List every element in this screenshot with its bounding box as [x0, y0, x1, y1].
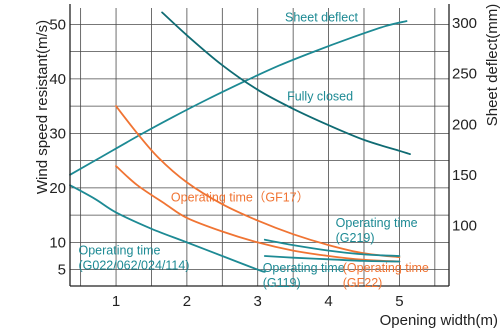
- y-axis-title: Wind speed resistant(m/s): [34, 20, 51, 194]
- series-annotation: Operating time（GF17）: [171, 191, 309, 205]
- series-line-3: [115, 105, 401, 258]
- y2-tick-label: 300: [452, 15, 477, 32]
- series-line-7: [69, 184, 266, 273]
- annotation-line: Operating time: [79, 243, 161, 257]
- annotation-line: Sheet deflect: [285, 11, 358, 25]
- tick-labels: 1 2 3 4 5 5 10 20 30 40 50 100 150 200 250 300: [49, 15, 477, 310]
- x-tick-label: 4: [324, 293, 332, 310]
- y2-axis-title: Sheet deflect(mm): [484, 4, 501, 127]
- annotation-line: Fully closed: [287, 90, 353, 104]
- y-tick-label: 30: [49, 125, 66, 142]
- annotation-line: (Operating time: [343, 261, 429, 275]
- annotation-line: (GF22): [343, 276, 383, 290]
- y-tick-label: 10: [49, 234, 66, 251]
- x-tick-label: 3: [254, 293, 262, 310]
- annotation-line: Operating time（GF17）: [171, 191, 309, 205]
- y-tick-label: 20: [49, 180, 66, 197]
- y2-tick-label: 150: [452, 167, 477, 184]
- y-tick-label: 40: [49, 71, 66, 88]
- x-tick-label: 1: [112, 293, 120, 310]
- series-line-5: [263, 238, 401, 257]
- series-line-4: [115, 165, 401, 263]
- y2-tick-label: 250: [452, 66, 477, 83]
- series-annotation: Operating time (G119): [263, 261, 345, 290]
- series-annotation: Fully closed: [287, 90, 353, 104]
- series-annotation: Operating time (G022/062/024/114): [79, 243, 190, 272]
- x-axis-title: Opening width(m): [380, 312, 498, 329]
- y-tick-label: 5: [58, 262, 66, 279]
- x-tick-label: 2: [183, 293, 191, 310]
- series-annotation: Sheet deflect: [285, 11, 358, 25]
- y2-tick-label: 200: [452, 116, 477, 133]
- series-line-2: [161, 11, 411, 155]
- series-annotation: (Operating time (GF22): [343, 261, 429, 290]
- annotation-line: Operating time: [263, 261, 345, 275]
- annotation-line: (G022/062/024/114): [79, 258, 190, 272]
- annotation-line: (G119): [263, 276, 301, 290]
- annotations: Sheet deflect Fully closed Operating time（…: [79, 11, 429, 290]
- series-lines: [69, 11, 411, 273]
- series-line-6: [263, 255, 401, 263]
- plot-frame: [69, 4, 450, 287]
- y2-tick-label: 100: [452, 217, 477, 234]
- series-annotation: Operating time (G219): [336, 216, 418, 245]
- annotation-line: (G219): [336, 231, 375, 245]
- series-line-1: [69, 20, 408, 176]
- x-tick-label: 5: [395, 293, 403, 310]
- y-tick-label: 50: [49, 16, 66, 33]
- annotation-line: Operating time: [336, 216, 418, 230]
